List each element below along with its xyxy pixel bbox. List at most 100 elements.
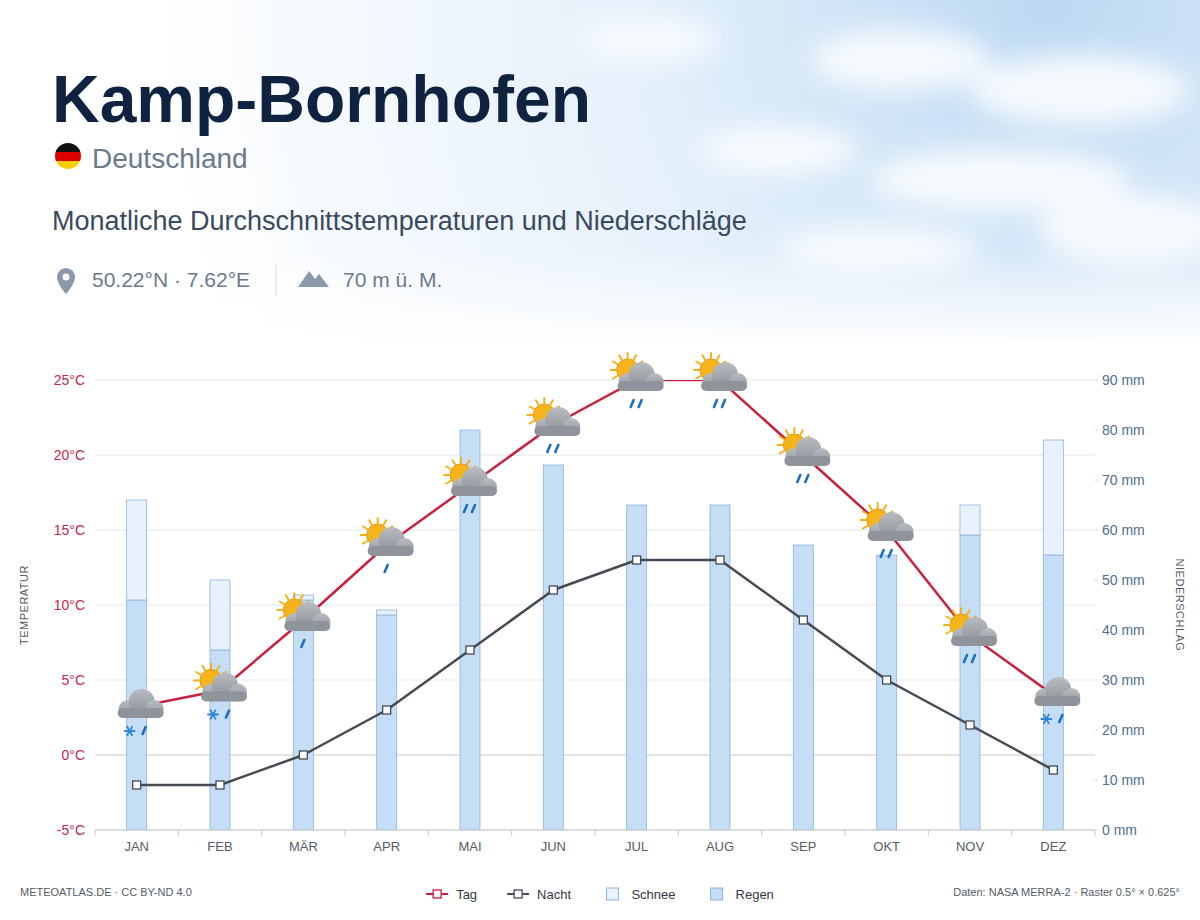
sun-ray xyxy=(953,610,956,614)
x-tick-label: OKT xyxy=(873,839,900,854)
credit: METEOATLAS.DE · CC BY-ND 4.0 xyxy=(20,886,192,898)
grid-line xyxy=(95,380,1095,381)
sun-ray xyxy=(634,355,637,359)
cloud xyxy=(201,673,247,702)
cloud-base xyxy=(951,636,997,646)
sky-fade xyxy=(0,250,1200,350)
sun-ray xyxy=(703,355,706,359)
cloud xyxy=(784,437,830,466)
bar-regen xyxy=(710,505,730,830)
elevation: 70 m ü. M. xyxy=(343,268,442,291)
sun-ray xyxy=(627,353,629,358)
sun-ray xyxy=(293,593,295,598)
y-tick-label: -5°C xyxy=(57,822,85,838)
flag-red xyxy=(55,152,81,161)
marker xyxy=(966,721,974,729)
sun-ray xyxy=(780,437,784,440)
sun-ray xyxy=(446,467,450,470)
x-band-tick xyxy=(845,830,846,836)
sun-ray xyxy=(536,400,539,404)
cloud-base xyxy=(868,531,914,541)
plot-area xyxy=(127,380,1064,830)
sun-ray xyxy=(280,602,284,605)
sun-ray xyxy=(696,362,700,365)
y2-tick-label: 0 mm xyxy=(1102,822,1137,838)
y2-tick-label: 60 mm xyxy=(1102,522,1145,538)
cloud-base xyxy=(368,546,414,556)
sky-cloud xyxy=(700,128,860,172)
cloud-base xyxy=(784,456,830,466)
cloud-base xyxy=(701,381,747,391)
y-axis-title: TEMPERATUR xyxy=(18,565,30,645)
sky-cloud xyxy=(810,30,990,90)
sun-ray xyxy=(863,526,867,529)
bar-schnee xyxy=(210,580,230,650)
coordinates: 50.22°N · 7.62°E xyxy=(92,268,250,291)
bar-regen xyxy=(377,615,397,830)
x-band-tick xyxy=(428,830,429,836)
cloud-base xyxy=(618,381,664,391)
sun-ray xyxy=(196,672,200,675)
legend-marker xyxy=(514,890,522,898)
snowflake xyxy=(211,710,216,719)
x-band-tick xyxy=(1011,830,1012,836)
sun-ray xyxy=(777,444,782,446)
subtitle: Monatliche Durchschnittstemperaturen und… xyxy=(52,206,747,236)
sun-ray xyxy=(861,519,866,521)
sun-ray xyxy=(946,631,950,634)
legend-marker xyxy=(433,890,441,898)
grid-line xyxy=(95,455,1095,456)
cloud-base xyxy=(118,708,164,718)
x-tick-label: JAN xyxy=(124,839,149,854)
bar-regen xyxy=(877,555,897,830)
bar-schnee xyxy=(127,500,147,600)
sun-ray xyxy=(780,451,784,454)
sun-ray xyxy=(530,407,534,410)
weather-icon xyxy=(118,689,164,735)
sun-ray xyxy=(800,430,803,434)
x-tick-label: JUL xyxy=(625,839,648,854)
sun-ray xyxy=(619,355,622,359)
y2-axis-title: NIEDERSCHLAG xyxy=(1174,559,1186,652)
y2-tick xyxy=(1095,530,1098,531)
marker xyxy=(1049,766,1057,774)
raindrop xyxy=(301,640,304,647)
snowflake xyxy=(127,727,132,736)
sun-ray xyxy=(453,460,456,464)
sun-ray xyxy=(384,520,387,524)
legend-item: Regen xyxy=(711,887,774,902)
bar-regen xyxy=(293,600,313,830)
sun-ray xyxy=(444,474,449,476)
bar-schnee xyxy=(543,465,563,466)
weather-icons xyxy=(118,353,1081,735)
sun-ray xyxy=(530,421,534,424)
sun-ray xyxy=(446,481,450,484)
bar-schnee xyxy=(710,505,730,506)
legend-label: Regen xyxy=(736,887,774,902)
weather-icon xyxy=(861,503,914,557)
marker xyxy=(383,706,391,714)
sun-ray xyxy=(196,687,200,690)
background xyxy=(0,0,1200,920)
title: Kamp-Bornhofen xyxy=(52,62,591,136)
weather-icon xyxy=(444,458,497,512)
raindrop xyxy=(555,445,558,452)
y2-tick xyxy=(1095,680,1098,681)
marker xyxy=(883,676,891,684)
y2-tick-label: 10 mm xyxy=(1102,772,1145,788)
pin-hole xyxy=(63,274,70,281)
y-tick-label: 15°C xyxy=(54,522,85,538)
country: Deutschland xyxy=(92,143,248,174)
weather-icon xyxy=(777,428,830,482)
marker xyxy=(216,781,224,789)
sun-ray xyxy=(877,503,879,508)
snowflake xyxy=(1044,715,1049,724)
x-band-tick xyxy=(261,830,262,836)
y2-tick-label: 50 mm xyxy=(1102,572,1145,588)
weather-icon xyxy=(611,353,664,407)
pin xyxy=(57,268,75,294)
sun-ray xyxy=(300,595,303,599)
bar-schnee xyxy=(877,555,897,556)
sun-ray xyxy=(967,610,970,614)
raindrop xyxy=(547,445,550,452)
